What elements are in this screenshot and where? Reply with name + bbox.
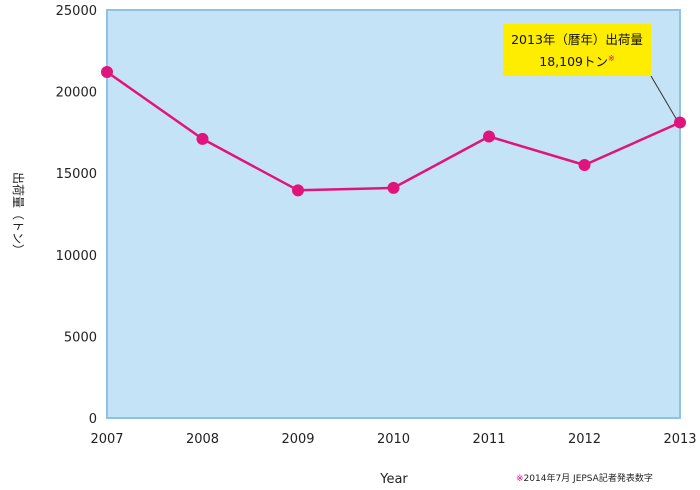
x-axis-label: Year xyxy=(379,472,408,487)
x-tick-label: 2010 xyxy=(377,432,410,447)
data-point xyxy=(101,66,113,79)
y-tick-label: 25000 xyxy=(56,4,97,19)
y-tick-label: 0 xyxy=(89,412,97,427)
x-tick-label: 2012 xyxy=(568,432,601,447)
data-point xyxy=(674,116,686,129)
data-point xyxy=(292,184,304,197)
data-point xyxy=(196,132,209,145)
footnote: ※2014年7月 JEPSA記者発表数字 xyxy=(516,472,653,484)
data-point xyxy=(578,159,591,172)
annotation-box xyxy=(503,24,651,76)
data-point xyxy=(387,181,400,194)
x-tick-label: 2009 xyxy=(281,432,314,447)
x-tick-label: 2007 xyxy=(90,432,123,447)
annotation-note-mark: ※ xyxy=(608,54,615,63)
x-tick-label: 2011 xyxy=(472,432,505,447)
annotation-value: 18,109トン※ xyxy=(539,54,614,69)
x-tick-label: 2013 xyxy=(663,432,696,447)
y-tick-label: 5000 xyxy=(64,330,97,345)
footnote-mark: ※ xyxy=(516,474,524,484)
y-tick-label: 20000 xyxy=(56,86,97,101)
plot-area xyxy=(106,9,681,419)
y-axis-label: 出荷量（トン） xyxy=(11,172,25,256)
annotation-callout: 2013年（暦年）出荷量 18,109トン※ xyxy=(503,24,677,119)
annotation-title: 2013年（暦年）出荷量 xyxy=(511,32,643,47)
y-tick-label: 15000 xyxy=(56,167,97,182)
y-axis: 0 5000 10000 15000 20000 25000 xyxy=(56,4,97,427)
annotation-leader-line xyxy=(650,75,677,119)
x-axis: 2007 2008 2009 2010 2011 2012 2013 xyxy=(90,432,696,447)
footnote-text: 2014年7月 JEPSA記者発表数字 xyxy=(524,472,653,484)
x-tick-label: 2008 xyxy=(186,432,219,447)
series-layer xyxy=(101,66,686,197)
annotation-value-text: 18,109トン xyxy=(539,54,608,69)
y-tick-label: 10000 xyxy=(56,249,97,264)
data-point xyxy=(483,130,495,143)
